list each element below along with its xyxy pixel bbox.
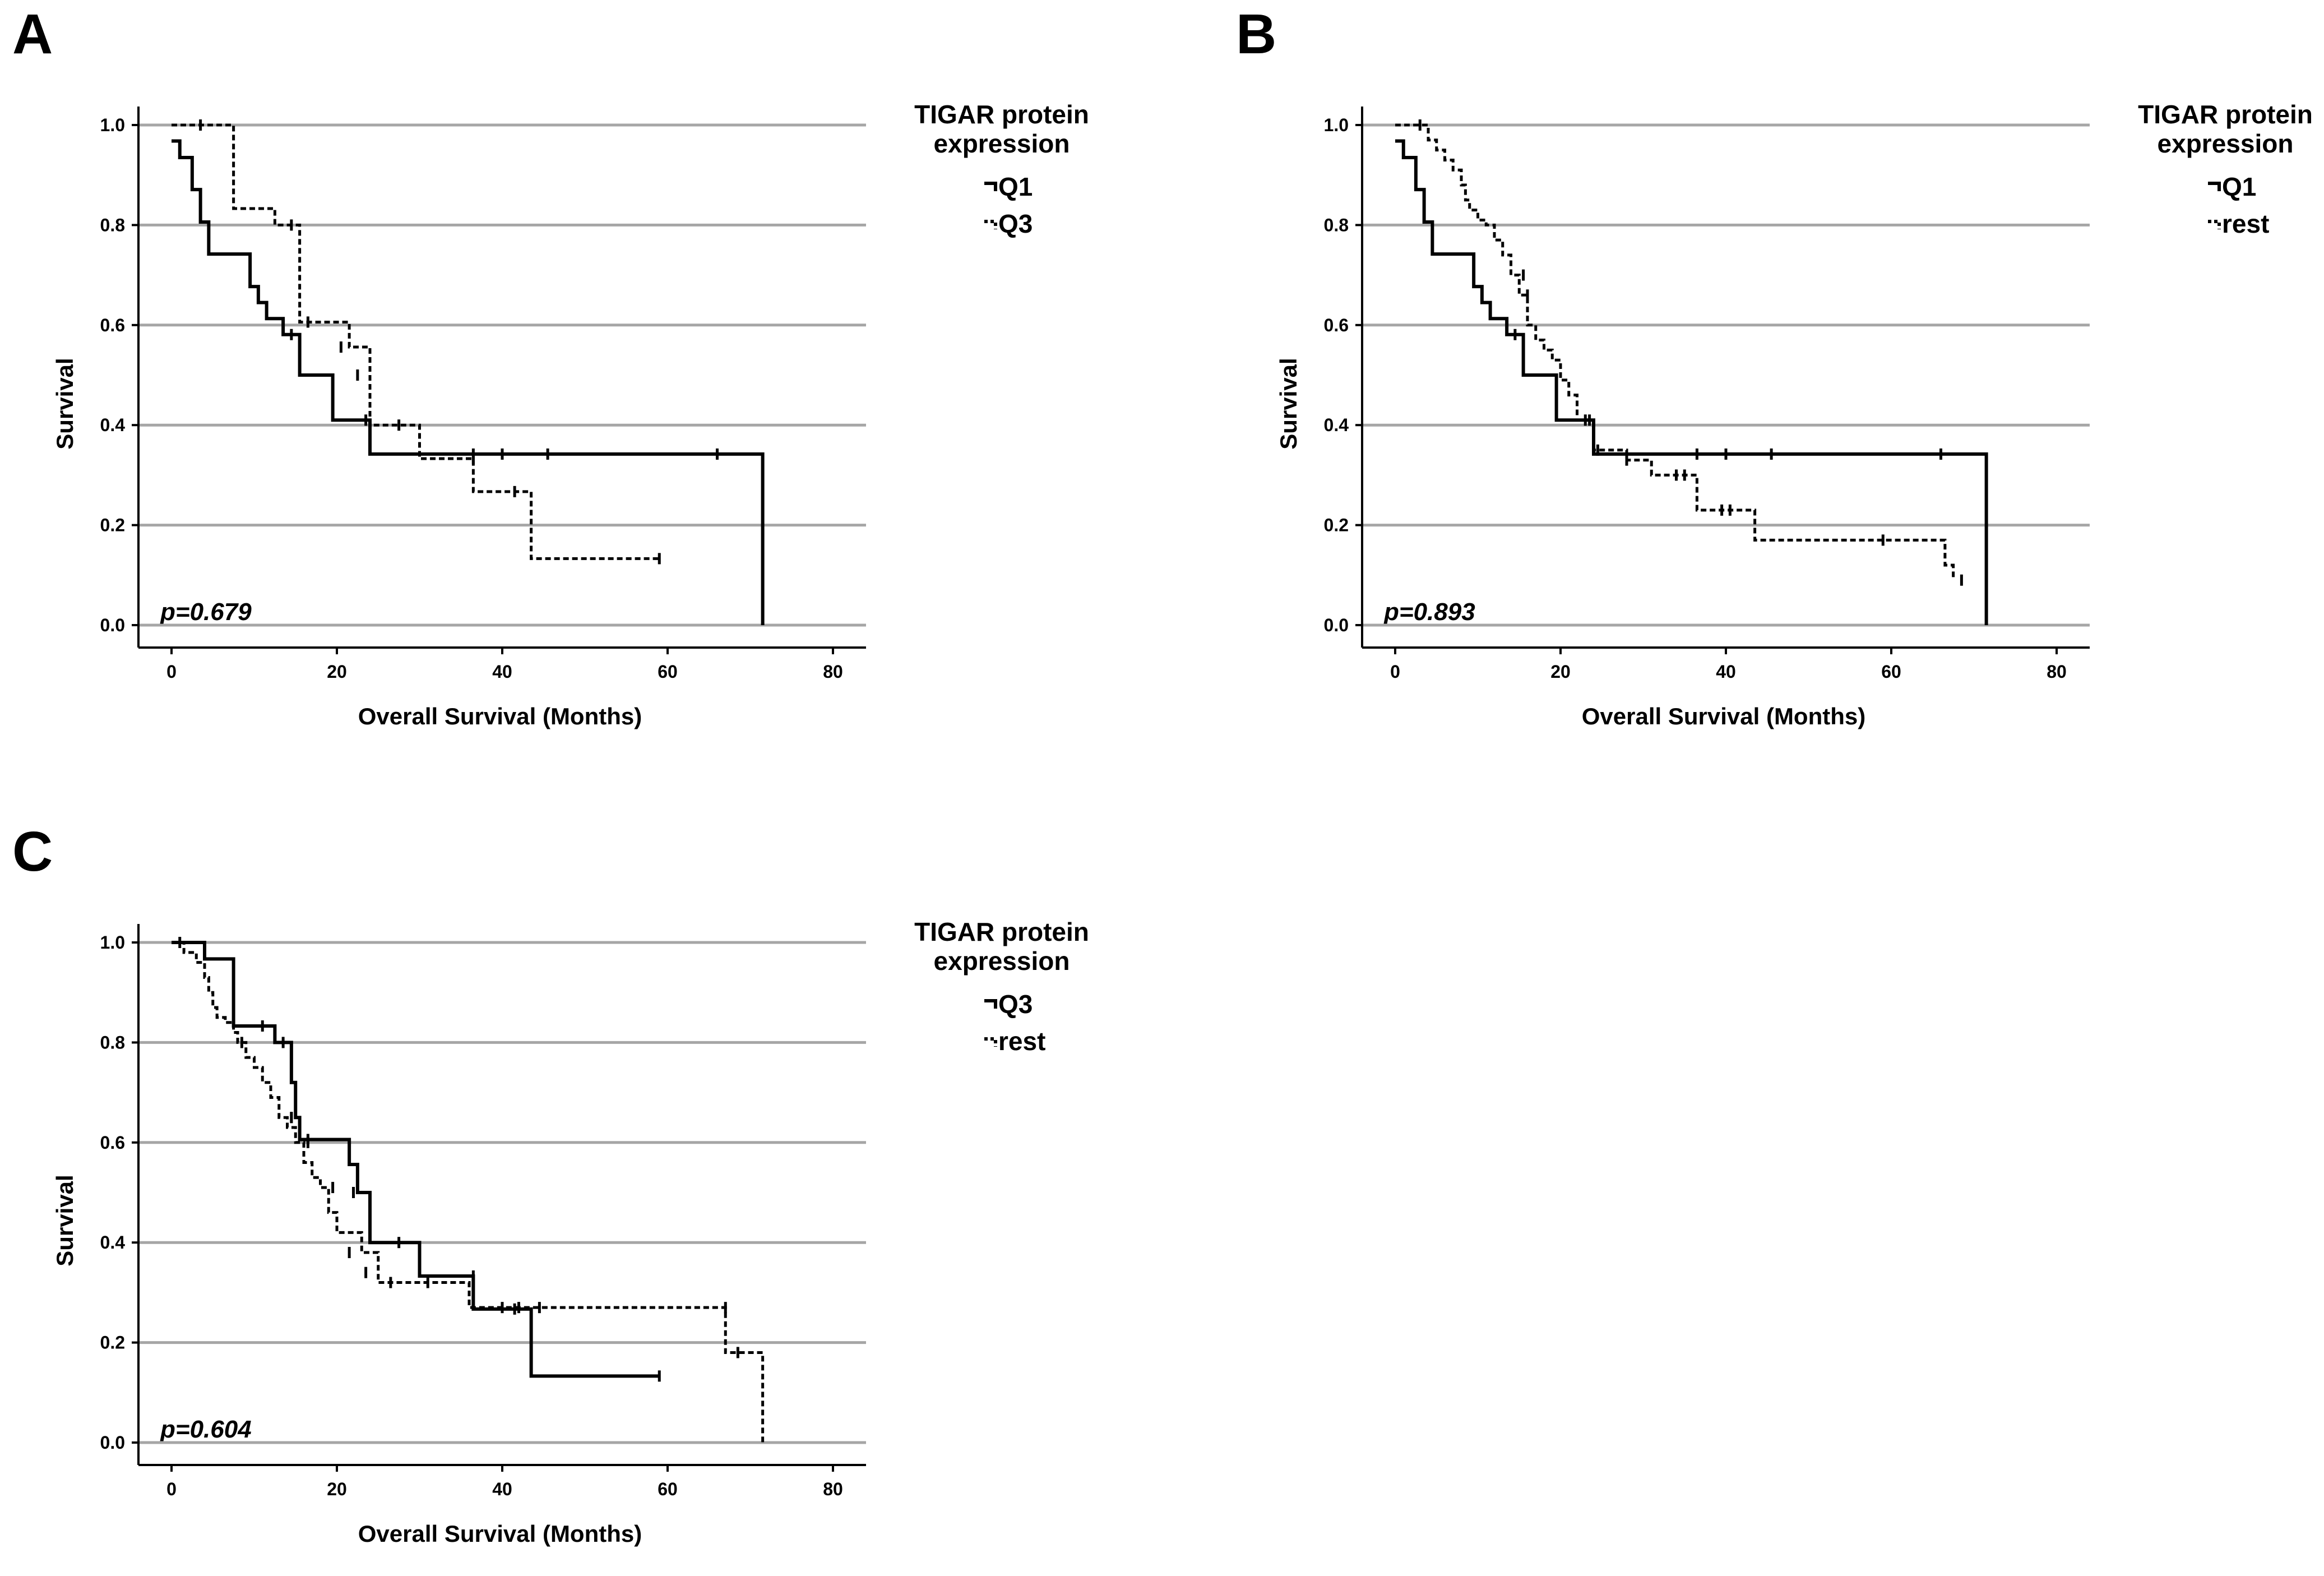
y-tick-label: 0.8 xyxy=(1324,215,1349,235)
km-curve-q3 xyxy=(172,123,660,560)
x-tick-label: 60 xyxy=(658,662,678,682)
y-tick-label: 0.0 xyxy=(100,1432,125,1453)
y-tick-label: 0.0 xyxy=(100,615,125,635)
km-curve-q1 xyxy=(172,139,765,625)
x-tick-label: 60 xyxy=(658,1479,678,1499)
y-tick-label: 0.8 xyxy=(100,1032,125,1052)
y-axis-label: Survival xyxy=(52,358,78,449)
legend-title-line-2: expression xyxy=(934,946,1070,976)
legend-swatch-dashed xyxy=(2208,220,2221,229)
y-tick-label: 0.0 xyxy=(1324,615,1349,635)
x-tick-label: 80 xyxy=(823,1479,843,1499)
x-tick-label: 40 xyxy=(492,662,512,682)
legend-swatch-solid xyxy=(2208,182,2221,191)
p-value-annotation: p=0.604 xyxy=(160,1416,252,1443)
x-tick-label: 80 xyxy=(2047,662,2067,682)
x-tick-label: 20 xyxy=(327,1479,347,1499)
panel-b: B Survival Overall Survival (Months) p=0… xyxy=(1236,3,2313,729)
km-curve-q3 xyxy=(172,941,660,1378)
y-tick-label: 0.6 xyxy=(100,1133,125,1153)
y-tick-label: 0.6 xyxy=(1324,315,1349,335)
panel-c: C Survival Overall Survival (Months) p=0… xyxy=(12,820,1089,1547)
legend-swatch-solid xyxy=(984,999,997,1009)
legend-swatch-solid xyxy=(984,182,997,191)
y-tick-label: 0.8 xyxy=(100,215,125,235)
legend-entry-1: Q1 xyxy=(2222,172,2256,201)
x-axis-label: Overall Survival (Months) xyxy=(1582,703,1865,729)
panel-a: A Survival Overall Survival (Months) p=0… xyxy=(12,3,1089,729)
x-axis-label: Overall Survival (Months) xyxy=(358,703,642,729)
x-tick-label: 0 xyxy=(1390,662,1400,682)
y-axis-label: Survival xyxy=(52,1175,78,1266)
y-tick-label: 1.0 xyxy=(1324,115,1349,135)
legend-title-line-1: TIGAR protein xyxy=(914,917,1089,946)
legend-swatch-dashed xyxy=(984,1037,997,1047)
x-tick-label: 60 xyxy=(1881,662,1901,682)
legend-entry-2: Q3 xyxy=(998,209,1033,238)
legend: TIGAR protein expression Q1 Q3 xyxy=(914,100,1089,238)
y-tick-label: 0.4 xyxy=(100,1232,126,1253)
x-tick-label: 20 xyxy=(327,662,347,682)
km-curve-rest xyxy=(1395,123,1955,580)
legend-title-line-2: expression xyxy=(2158,129,2294,158)
legend-title-line-1: TIGAR protein xyxy=(2138,100,2313,129)
x-tick-label: 0 xyxy=(166,1479,177,1499)
p-value-annotation: p=0.893 xyxy=(1383,598,1475,626)
y-tick-label: 0.2 xyxy=(1324,515,1349,535)
y-tick-label: 0.4 xyxy=(1324,415,1349,435)
panel-label: B xyxy=(1236,3,1276,66)
y-tick-label: 0.4 xyxy=(100,415,126,435)
x-tick-label: 0 xyxy=(166,662,177,682)
p-value-annotation: p=0.679 xyxy=(160,598,252,626)
x-tick-label: 40 xyxy=(1716,662,1736,682)
y-tick-label: 1.0 xyxy=(100,932,125,953)
legend-title-line-2: expression xyxy=(934,129,1070,158)
legend-entry-1: Q1 xyxy=(998,172,1033,201)
km-curve-q1 xyxy=(1395,139,1988,625)
legend-swatch-dashed xyxy=(984,220,997,229)
panel-label: A xyxy=(12,3,53,66)
legend-entry-1: Q3 xyxy=(998,990,1033,1019)
panel-label: C xyxy=(12,820,53,883)
x-tick-label: 80 xyxy=(823,662,843,682)
x-axis-label: Overall Survival (Months) xyxy=(358,1520,642,1547)
x-tick-label: 40 xyxy=(492,1479,512,1499)
y-axis-label: Survival xyxy=(1275,358,1302,449)
y-tick-label: 0.6 xyxy=(100,315,125,335)
legend-entry-2: rest xyxy=(998,1027,1045,1056)
legend-title-line-1: TIGAR protein xyxy=(914,100,1089,129)
legend: TIGAR protein expression Q1 rest xyxy=(2138,100,2313,238)
y-tick-label: 0.2 xyxy=(100,515,125,535)
x-tick-label: 20 xyxy=(1550,662,1571,682)
y-tick-label: 0.2 xyxy=(100,1333,125,1353)
y-tick-label: 1.0 xyxy=(100,115,125,135)
legend-entry-2: rest xyxy=(2222,209,2269,238)
km-curve-rest xyxy=(172,941,765,1443)
legend: TIGAR protein expression Q3 rest xyxy=(914,917,1089,1056)
